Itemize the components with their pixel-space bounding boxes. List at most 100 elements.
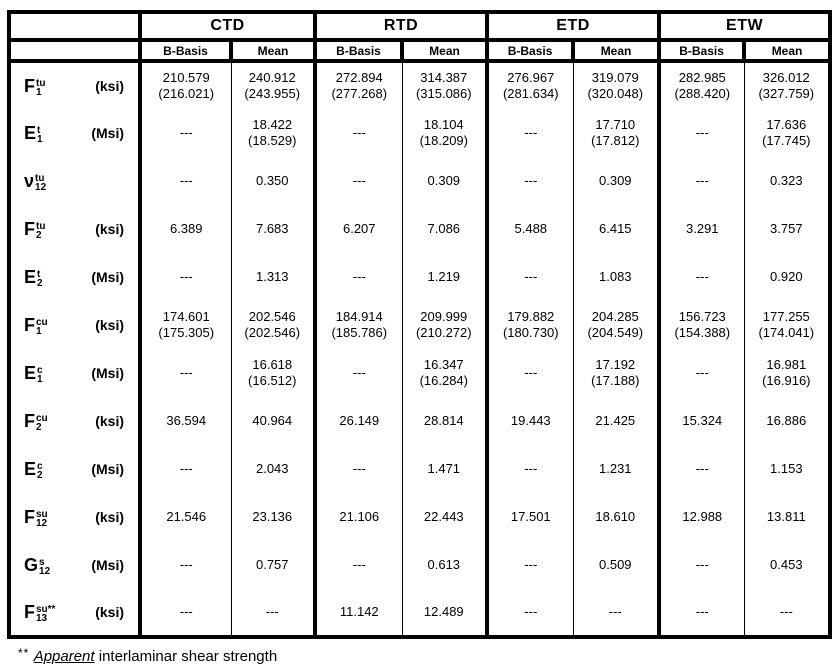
cell-value: 3.291 [657,205,745,253]
property-superscript: t [37,269,41,280]
cell-value: 0.920 [743,253,833,301]
cell-value: --- [485,109,574,157]
cell-value-line1: 282.985 [678,70,726,85]
cell-value-line1: --- [695,604,709,619]
sub-header-b-basis: B-Basis [485,38,576,63]
cell-value: --- [313,445,403,493]
cell-value-line1: --- [524,557,538,572]
cell-value-line1: --- [352,461,366,476]
cell-value-line2: (154.388) [674,325,731,340]
cell-value-line1: 36.594 [166,413,207,428]
cell-value: 0.323 [743,157,833,205]
cell-value: 0.309 [572,157,662,205]
cell-value: 0.453 [743,541,833,589]
cell-value-line1: 6.207 [342,221,376,236]
cell-value: 23.136 [230,493,318,541]
cell-value: 17.710 (17.812) [572,109,662,157]
property-superscript: cu [36,317,48,328]
property-symbol: E [24,267,37,287]
property-symbol: E [24,123,37,143]
cell-value: 314.387 (315.086) [401,61,490,109]
cell-value: 0.309 [401,157,490,205]
cell-value: 6.415 [572,205,662,253]
corner-cell-top [7,10,142,42]
cell-value: 18.610 [572,493,662,541]
sub-header-mean: Mean [742,38,833,63]
cell-value: 21.546 [138,493,232,541]
cell-value-line1: 17.192 [595,357,636,372]
property-superscript: tu [36,78,46,89]
cell-value: 1.083 [572,253,662,301]
cell-value: 16.886 [743,397,833,445]
cell-value: --- [138,541,232,589]
cell-value: 0.350 [230,157,318,205]
property-label-cell: ν tu 12 [9,157,142,205]
cell-value: --- [313,109,403,157]
unit-label: (ksi) [95,604,124,620]
cell-value: 1.153 [743,445,833,493]
cell-value: --- [657,157,745,205]
property-superscript: tu [35,173,45,184]
property-subscript: 1 [36,326,42,337]
cell-value: --- [485,349,574,397]
footnote-emphasis: Apparent [33,648,95,665]
cell-value-line2: (277.268) [331,86,388,101]
cell-value-line1: 11.142 [339,604,379,619]
cell-value: --- [657,541,745,589]
cell-value-line1: 276.967 [507,70,555,85]
cell-value-line1: --- [352,365,366,380]
cell-value-line1: 0.323 [770,173,803,188]
property-subscript: 2 [36,422,42,433]
cell-value: 156.723 (154.388) [657,301,745,349]
property-sub-sup: tu 1 [36,78,46,98]
cell-value-line1: 3.757 [770,221,803,236]
cell-value-line1: 209.999 [420,309,468,324]
cell-value-line1: 0.309 [599,173,632,188]
cell-value-line1: 26.149 [339,413,380,428]
cell-value-line2: (16.284) [419,373,468,388]
cell-value-line1: 18.104 [423,117,464,132]
cell-value: --- [485,445,574,493]
cell-value-line2: (175.305) [158,325,215,340]
cell-value: 16.347 (16.284) [401,349,490,397]
cell-value: 210.579 (216.021) [138,61,232,109]
cell-value: 17.501 [485,493,574,541]
cell-value-line1: --- [695,173,709,188]
unit-label: (Msi) [91,269,124,285]
cell-value: 0.613 [401,541,490,589]
cell-value-line2: (320.048) [587,86,644,101]
property-symbol: F [24,507,35,527]
group-header-etw: ETW [657,10,833,42]
unit-label: (Msi) [91,365,124,381]
cell-value-line1: --- [179,461,193,476]
unit-label: (ksi) [95,413,124,429]
cell-value-line2: (185.786) [331,325,388,340]
cell-value-line2: (17.188) [591,373,640,388]
footnote-marker: ** [18,646,34,660]
group-header-rtd: RTD [313,10,490,42]
cell-value-line1: 21.425 [595,413,636,428]
cell-value: 11.142 [313,589,403,637]
cell-value-line2: (17.745) [762,133,811,148]
cell-value: 319.079 (320.048) [572,61,662,109]
cell-value-line2: (216.021) [158,86,215,101]
cell-value: 179.882 (180.730) [485,301,574,349]
cell-value: --- [657,589,745,637]
cell-value: 18.104 (18.209) [401,109,490,157]
cell-value-line1: --- [695,269,709,284]
cell-value: --- [485,253,574,301]
cell-value: --- [657,349,745,397]
footnote-text: interlaminar shear strength [94,648,278,665]
property-superscript: tu [36,221,46,232]
cell-value-line1: 156.723 [678,309,726,324]
cell-value: --- [138,445,232,493]
